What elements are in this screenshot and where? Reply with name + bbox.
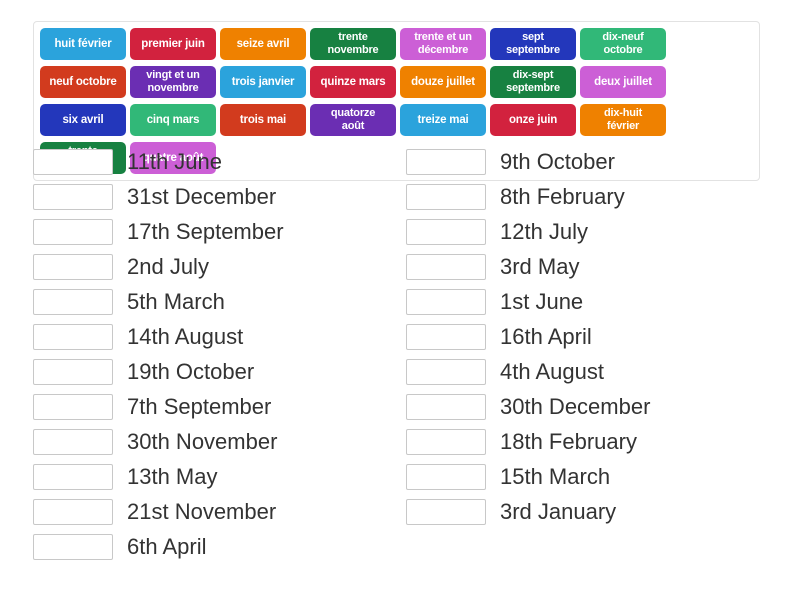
answer-slot[interactable] [33,394,113,420]
answer-slot[interactable] [406,149,486,175]
match-row: 8th February [406,184,650,210]
word-tile[interactable]: dix-neuf octobre [580,28,666,60]
match-item-label: 12th July [500,219,589,244]
match-item-label: 4th August [500,359,604,384]
match-row: 11th June [33,149,284,175]
answer-slot[interactable] [406,289,486,315]
answer-slot[interactable] [33,149,113,175]
answer-slot[interactable] [33,254,113,280]
answer-slot[interactable] [33,464,113,490]
answer-slot[interactable] [406,464,486,490]
match-row: 7th September [33,394,284,420]
match-item-label: 21st November [127,499,277,524]
word-tile[interactable]: trente et un décembre [400,28,486,60]
match-item-label: 8th February [500,184,625,209]
answer-slot[interactable] [33,289,113,315]
match-row: 2nd July [33,254,284,280]
answer-slot[interactable] [406,394,486,420]
match-item-label: 19th October [127,359,255,384]
match-item-label: 2nd July [127,254,209,279]
match-row: 17th September [33,219,284,245]
word-tile[interactable]: trois janvier [220,66,306,98]
match-row: 14th August [33,324,284,350]
answer-slot[interactable] [33,499,113,525]
match-item-label: 31st December [127,184,277,209]
match-item-label: 3rd January [500,499,617,524]
match-item-label: 9th October [500,149,615,174]
match-item-label: 7th September [127,394,272,419]
answer-slot[interactable] [33,359,113,385]
match-row: 3rd May [406,254,650,280]
match-item-label: 1st June [500,289,584,314]
match-item-label: 14th August [127,324,244,349]
match-row: 4th August [406,359,650,385]
match-row: 15th March [406,464,650,490]
answer-slot[interactable] [406,429,486,455]
match-row: 1st June [406,289,650,315]
match-row: 16th April [406,324,650,350]
word-tile[interactable]: onze juin [490,104,576,136]
word-tile[interactable]: vingt et un novembre [130,66,216,98]
word-tile[interactable]: quatre août [130,142,216,174]
match-item-label: 18th February [500,429,637,454]
word-tile[interactable]: quatorze août [310,104,396,136]
word-tile[interactable]: quinze mars [310,66,396,98]
match-item-label: 15th March [500,464,611,489]
match-item-label: 30th November [127,429,278,454]
word-tile[interactable]: trente novembre [310,28,396,60]
answer-slot[interactable] [406,359,486,385]
word-tile[interactable]: seize avril [220,28,306,60]
match-row: 12th July [406,219,650,245]
match-item-label: 17th September [127,219,284,244]
word-tile[interactable]: neuf octobre [40,66,126,98]
match-list-right: 9th October 8th February 12th July 3rd M… [406,149,650,525]
word-tile[interactable]: premier juin [130,28,216,60]
match-row: 6th April [33,534,284,560]
word-tile[interactable]: trois mai [220,104,306,136]
match-row: 18th February [406,429,650,455]
match-row: 9th October [406,149,650,175]
answer-slot[interactable] [33,184,113,210]
tile-panel: huit février premier juin seize avril trent… [33,21,760,181]
answer-slot[interactable] [406,219,486,245]
answer-slot[interactable] [33,534,113,560]
match-row: 21st November [33,499,284,525]
match-row: 3rd January [406,499,650,525]
word-tile[interactable]: douze juillet [400,66,486,98]
match-item-label: 3rd May [500,254,580,279]
word-tile[interactable]: dix-sept septembre [490,66,576,98]
match-row: 5th March [33,289,284,315]
answer-slot[interactable] [33,324,113,350]
word-tile[interactable]: sept septembre [490,28,576,60]
match-row: 30th December [406,394,650,420]
word-tile[interactable]: six avril [40,104,126,136]
word-tile[interactable]: deux juillet [580,66,666,98]
word-tile[interactable]: dix-huit février [580,104,666,136]
match-row: 31st December [33,184,284,210]
match-row: 13th May [33,464,284,490]
word-tile[interactable]: huit février [40,28,126,60]
answer-slot[interactable] [406,499,486,525]
answer-slot[interactable] [33,429,113,455]
match-item-label: 5th March [127,289,225,314]
answer-slot[interactable] [406,254,486,280]
match-row: 19th October [33,359,284,385]
word-tile[interactable]: treize mai [400,104,486,136]
match-item-label: 13th May [127,464,218,489]
match-item-label: 6th April [127,534,207,559]
answer-slot[interactable] [406,184,486,210]
match-item-label: 30th December [500,394,651,419]
word-tile[interactable]: cinq mars [130,104,216,136]
answer-slot[interactable] [33,219,113,245]
match-item-label: 11th June [127,149,223,174]
match-row: 30th November [33,429,284,455]
answer-slot[interactable] [406,324,486,350]
match-list-left: 11th June 31st December 17th September 2… [33,149,284,560]
match-item-label: 16th April [500,324,592,349]
